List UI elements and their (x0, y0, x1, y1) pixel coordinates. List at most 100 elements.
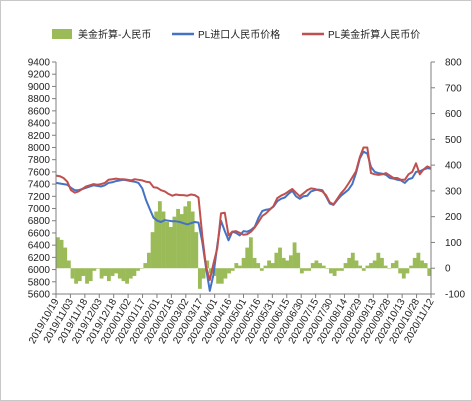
legend-label: PL进口人民币价格 (198, 28, 280, 41)
y-left-tick-label: 7600 (28, 167, 51, 178)
bar (289, 255, 293, 269)
y-right-tick-label: 700 (445, 83, 462, 94)
y-left-tick-label: 5600 (28, 290, 51, 301)
bar (85, 268, 89, 284)
y-right-tick-label: 300 (445, 186, 462, 197)
y-left-tick-label: 8400 (28, 119, 51, 130)
legend-label: PL美金折算人民币价 (328, 28, 420, 41)
bar (136, 268, 140, 271)
bar (77, 268, 82, 282)
bar (285, 260, 290, 269)
bar (165, 221, 170, 269)
bar (314, 260, 319, 269)
bar (92, 268, 97, 271)
bar (74, 268, 79, 284)
bar (423, 263, 428, 269)
bar (117, 268, 122, 279)
bar (197, 268, 202, 289)
bar (318, 263, 322, 269)
bar (369, 263, 373, 269)
y-left-tick-label: 9000 (28, 82, 51, 93)
bar (303, 268, 308, 271)
bar (110, 268, 115, 276)
bar (234, 263, 239, 269)
y-left-tick-label: 5800 (28, 277, 51, 288)
bar (336, 268, 341, 271)
bar (412, 257, 417, 269)
bar (106, 268, 111, 282)
bar (329, 268, 333, 274)
bar (147, 252, 151, 269)
bar (270, 263, 275, 269)
bar (176, 208, 180, 269)
bar (143, 263, 148, 269)
bar (208, 268, 213, 274)
bar (194, 232, 199, 269)
bar (187, 201, 191, 269)
y-left-tick-label: 7400 (28, 180, 51, 191)
bar (401, 268, 406, 279)
bar (161, 211, 166, 269)
y-left-tick-label: 7000 (28, 204, 51, 215)
y-right-tick-label: 500 (445, 135, 462, 146)
bar (321, 265, 326, 269)
bar (398, 268, 403, 274)
y-right-tick-label: 600 (445, 109, 462, 120)
bar (88, 268, 93, 282)
bar (81, 268, 86, 276)
bar (390, 263, 395, 269)
bar (205, 260, 210, 269)
bar (332, 268, 337, 276)
bar (387, 268, 392, 269)
y-left-tick-label: 7200 (28, 192, 51, 203)
bar (278, 247, 282, 269)
bar (343, 263, 348, 269)
bar (427, 268, 432, 276)
y-left-tick-label: 6600 (28, 228, 51, 239)
bar (125, 268, 130, 284)
series-line-2 (55, 146, 432, 281)
bar (339, 268, 344, 271)
y-left-tick-label: 9200 (28, 70, 51, 81)
y-right-tick-label: 400 (445, 161, 462, 172)
y-left-tick-label: 9400 (28, 58, 51, 69)
y-left-tick-label: 6400 (28, 241, 51, 252)
y-right-tick-label: 0 (445, 264, 451, 275)
bar (405, 268, 410, 274)
bar (281, 257, 286, 269)
bar (380, 257, 384, 269)
legend-swatch-bar (52, 29, 72, 39)
bar (201, 268, 206, 279)
bar (121, 268, 126, 282)
bar (139, 268, 144, 269)
y-left-tick-label: 8000 (28, 143, 51, 154)
bar (259, 268, 264, 271)
y-right-tick-label: 200 (445, 212, 462, 223)
bar (416, 252, 421, 269)
bar (154, 211, 159, 269)
bar (296, 252, 301, 269)
bar (223, 268, 228, 279)
bar (383, 265, 388, 269)
bar (263, 265, 268, 269)
bar (70, 268, 75, 279)
bar (256, 263, 261, 269)
y-left-tick-label: 7800 (28, 155, 51, 166)
bar (132, 268, 137, 276)
bar (230, 268, 235, 271)
bar (354, 260, 359, 269)
bar (150, 232, 155, 269)
bar (245, 247, 250, 269)
bar (372, 260, 377, 269)
bar (361, 268, 366, 271)
bar (66, 260, 71, 269)
y-right-tick-label: 100 (445, 238, 462, 249)
bar (168, 226, 173, 269)
bar (248, 237, 253, 269)
bar (216, 268, 221, 284)
bar (347, 257, 352, 269)
y-right-tick-label: 800 (445, 58, 462, 69)
bar-series (56, 201, 432, 289)
